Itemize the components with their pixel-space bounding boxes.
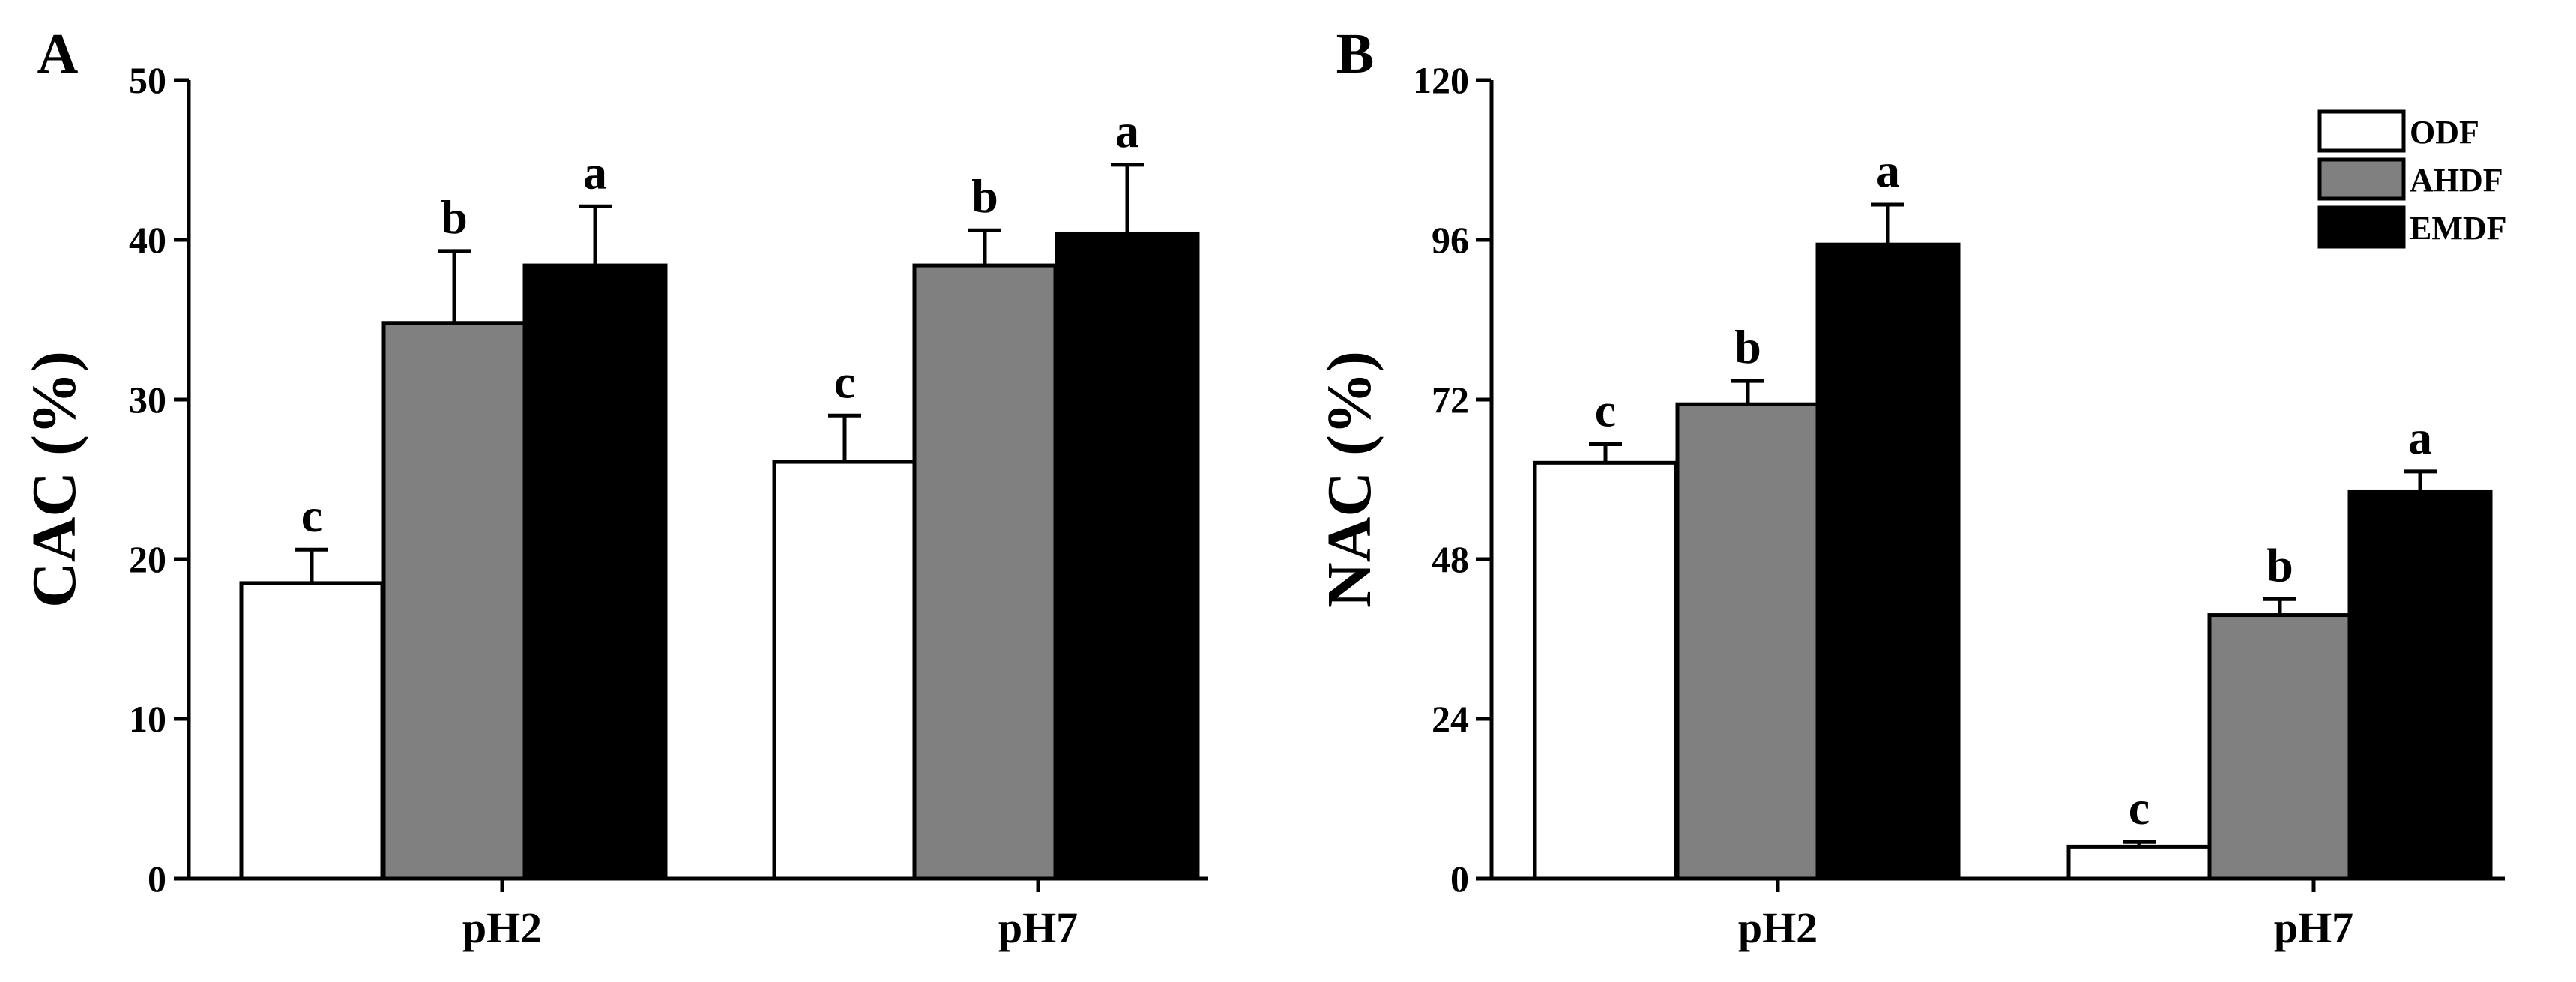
bar-ahdf-ph2 bbox=[381, 321, 527, 881]
x-tick-label: pH2 bbox=[462, 903, 542, 952]
significance-label: a bbox=[583, 145, 607, 199]
y-axis-label: NAC (%) bbox=[1315, 351, 1384, 608]
significance-label: c bbox=[834, 355, 855, 408]
legend-label-odf: ODF bbox=[2410, 114, 2479, 151]
y-tick-label: 50 bbox=[129, 59, 166, 101]
bar-odf-ph7 bbox=[772, 460, 917, 881]
significance-label: a bbox=[1115, 104, 1139, 157]
y-tick-label: 10 bbox=[129, 698, 166, 740]
y-tick-label: 120 bbox=[1413, 59, 1469, 101]
y-tick-label: 72 bbox=[1432, 379, 1469, 421]
significance-label: a bbox=[2408, 411, 2432, 464]
bar-emdf-ph2 bbox=[1815, 242, 1961, 881]
significance-label: b bbox=[1734, 320, 1761, 373]
y-axis-label: CAC (%) bbox=[19, 351, 89, 608]
significance-label: b bbox=[2266, 538, 2293, 591]
y-tick-label: 20 bbox=[129, 538, 166, 580]
y-tick-label: 30 bbox=[129, 379, 166, 421]
x-tick-label: pH7 bbox=[2274, 903, 2353, 952]
legend-label-emdf: EMDF bbox=[2410, 210, 2507, 247]
significance-label: c bbox=[1595, 383, 1616, 436]
legend-swatch-ahdf bbox=[2317, 157, 2406, 201]
y-tick-label: 0 bbox=[1450, 858, 1469, 900]
bar-odf-ph7 bbox=[2066, 844, 2212, 881]
y-tick-label: 0 bbox=[148, 858, 166, 900]
significance-label: c bbox=[2129, 781, 2150, 834]
legend-label-ahdf: AHDF bbox=[2410, 162, 2503, 199]
y-tick-label: 24 bbox=[1432, 698, 1469, 740]
bar-ahdf-ph7 bbox=[2207, 613, 2353, 881]
bar-emdf-ph7 bbox=[1055, 231, 1200, 881]
legend-swatch-emdf bbox=[2317, 205, 2406, 249]
y-tick-label: 96 bbox=[1432, 219, 1469, 261]
significance-label: a bbox=[1876, 144, 1900, 197]
bar-odf-ph2 bbox=[1533, 460, 1678, 881]
bar-emdf-ph2 bbox=[522, 263, 668, 881]
chart-panel-a: A 0 10 20 30 40 50 CAC (%) c b a c b a pH2 pH7 bbox=[19, 22, 1208, 952]
y-tick-label: 40 bbox=[129, 219, 166, 261]
panel-label: B bbox=[1336, 22, 1375, 85]
y-tick-label: 48 bbox=[1432, 538, 1469, 580]
x-tick-label: pH7 bbox=[998, 903, 1078, 952]
legend-swatch-odf bbox=[2317, 109, 2406, 153]
significance-label: b bbox=[971, 169, 998, 223]
chart-panel-b: B 0 24 48 72 96 120 NAC (%) c b a c b a pH2 pH7 ODF AHDF E… bbox=[1315, 22, 2507, 952]
bar-ahdf-ph2 bbox=[1675, 402, 1821, 881]
bar-emdf-ph7 bbox=[2347, 489, 2493, 881]
significance-label: b bbox=[441, 190, 468, 244]
legend: ODF AHDF EMDF bbox=[2317, 109, 2507, 249]
significance-label: c bbox=[301, 489, 322, 542]
bar-odf-ph2 bbox=[239, 581, 384, 881]
bar-ahdf-ph7 bbox=[912, 263, 1058, 881]
panel-label: A bbox=[37, 22, 79, 85]
x-tick-label: pH2 bbox=[1738, 903, 1818, 952]
